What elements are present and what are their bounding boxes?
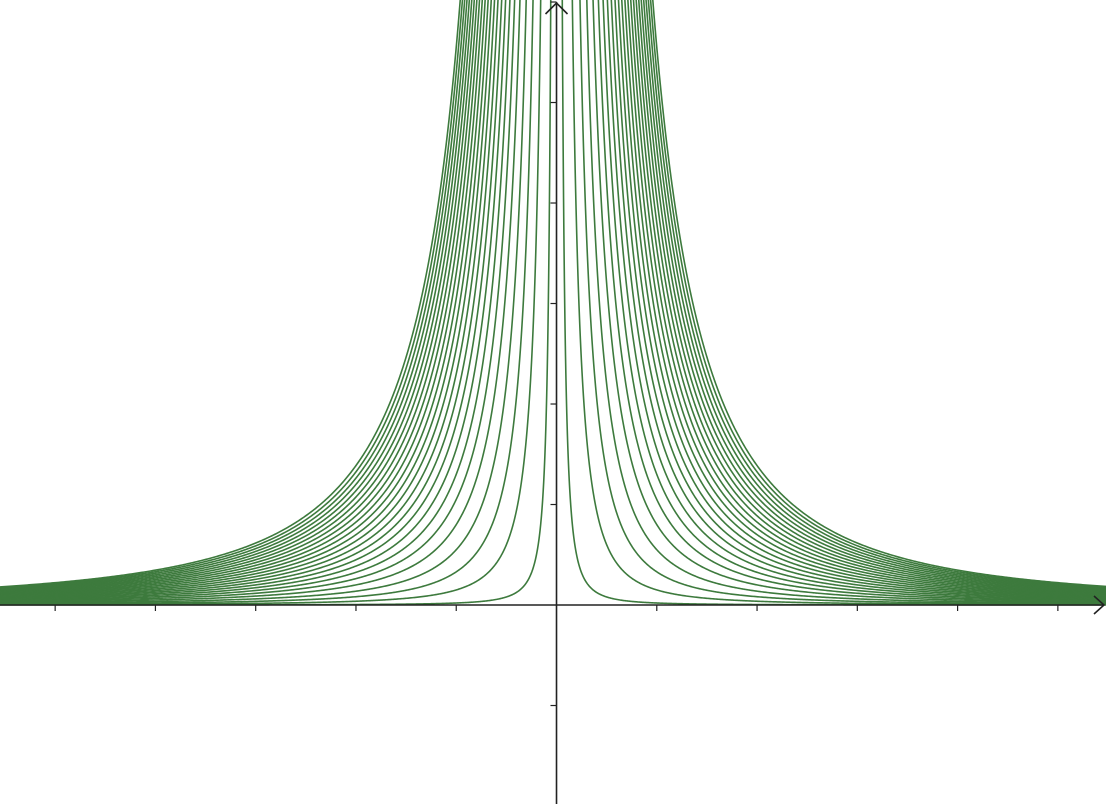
curve-left-8: [0, 0, 507, 601]
curve-right-4: [586, 0, 1106, 604]
curve-right-11: [617, 0, 1106, 599]
curve-left-13: [0, 0, 489, 597]
x-axis-arrow-icon: [1093, 595, 1106, 615]
curve-left-17: [0, 0, 478, 594]
curve-left-23: [0, 0, 464, 589]
curve-right-13: [624, 0, 1106, 597]
y-axis-arrow-icon: [544, 1, 569, 15]
curve-right-22: [647, 0, 1106, 589]
curve-right-17: [635, 0, 1106, 594]
curve-left-2: [0, 0, 542, 606]
curve-right-5: [592, 0, 1106, 604]
curve-right-9: [610, 0, 1106, 600]
curve-left-9: [0, 0, 503, 600]
curve-group: [0, 0, 1106, 606]
curve-left-11: [0, 0, 496, 599]
curve-left-10: [0, 0, 499, 600]
curve-right-12: [620, 0, 1106, 598]
curve-left-6: [0, 0, 516, 603]
curve-right-10: [614, 0, 1106, 599]
curve-left-20: [0, 0, 471, 591]
curve-left-16: [0, 0, 481, 595]
curve-right-14: [627, 0, 1106, 596]
curve-left-5: [0, 0, 521, 604]
curve-right-21: [645, 0, 1106, 590]
curve-right-15: [629, 0, 1106, 595]
curve-right-8: [606, 0, 1106, 601]
curve-right-6: [597, 0, 1106, 603]
curve-left-22: [0, 0, 466, 590]
curve-left-19: [0, 0, 473, 592]
curve-right-18: [637, 0, 1106, 593]
curve-left-7: [0, 0, 511, 602]
curve-left-24: [0, 0, 462, 588]
curve-right-2: [571, 0, 1106, 606]
curve-right-3: [579, 0, 1106, 605]
curve-left-14: [0, 0, 486, 596]
curve-left-3: [0, 0, 534, 605]
curve-right-24: [651, 0, 1106, 588]
curve-right-7: [602, 0, 1106, 602]
curve-right-16: [632, 0, 1106, 594]
tick-group: [54, 1, 1059, 707]
curve-right-20: [642, 0, 1106, 591]
curve-left-15: [0, 0, 484, 596]
curve-left-12: [0, 0, 493, 598]
curve-left-21: [0, 0, 468, 591]
curve-right-23: [649, 0, 1106, 589]
curve-left-4: [0, 0, 528, 605]
curve-right-19: [640, 0, 1106, 592]
curve-left-18: [0, 0, 476, 593]
